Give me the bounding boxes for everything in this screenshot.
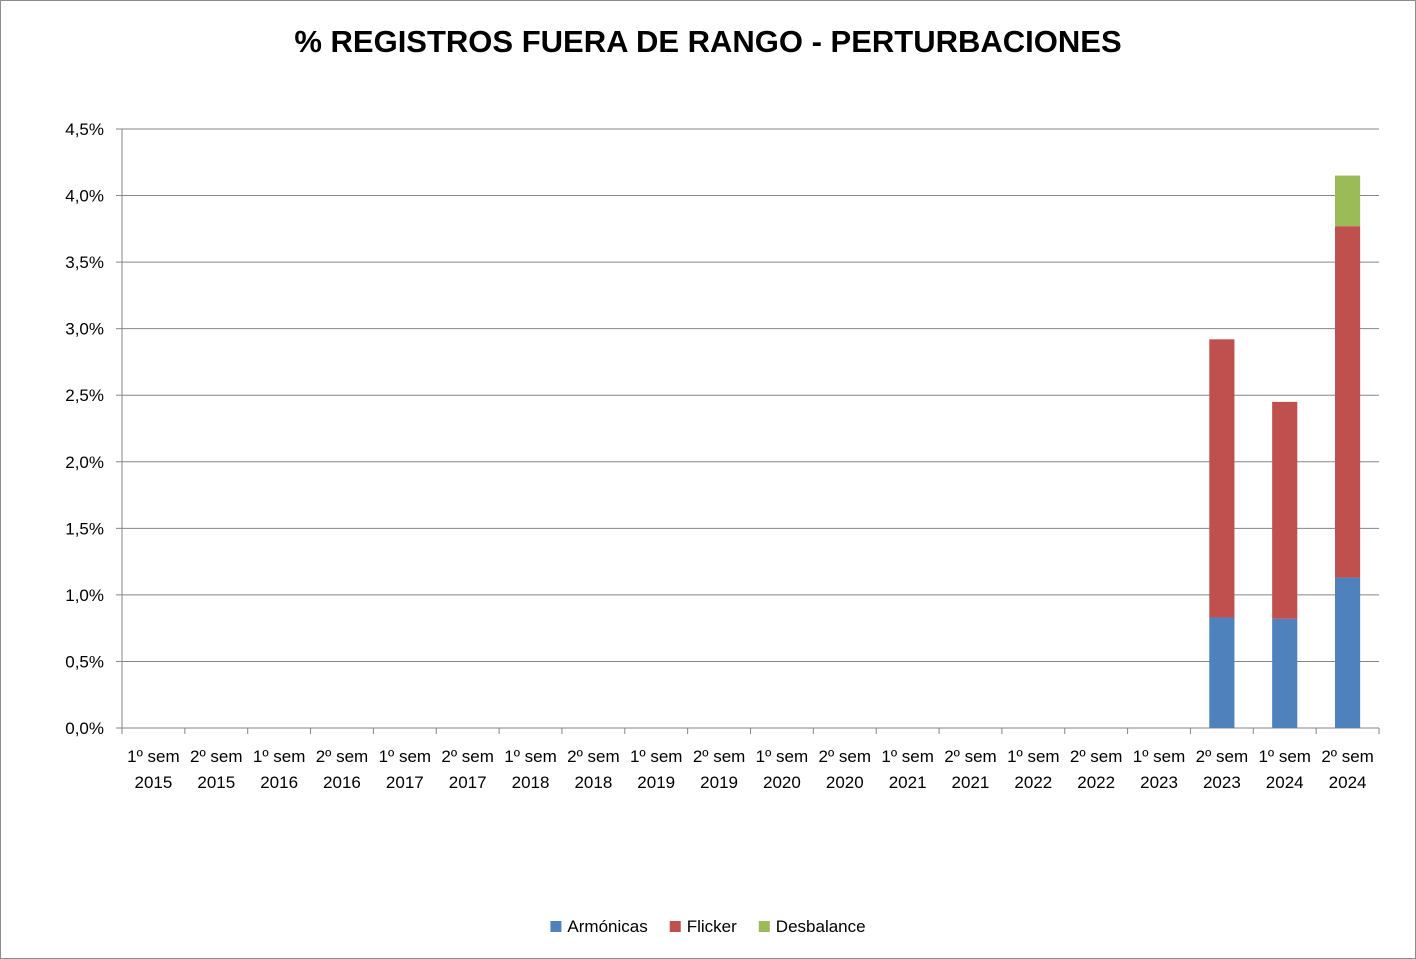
y-axis-ticks: 0,0% 0,5% 1,0% 1,5% 2,0% 2,5% 3,0% 3,5% 4,0% 4,5%: [65, 120, 104, 738]
legend-swatch: [550, 921, 562, 932]
bar-arm-nicas: [1335, 577, 1361, 728]
bar-arm-nicas: [1272, 618, 1298, 728]
x-tick-label: 1º sem: [1258, 747, 1311, 766]
y-tick-label: 0,5%: [65, 652, 104, 671]
legend-label: Flicker: [687, 917, 737, 936]
x-tick-label: 2015: [197, 773, 235, 792]
legend-label: Armónicas: [567, 917, 647, 936]
x-tick-label: 2º sem: [190, 747, 243, 766]
x-tick-label: 2º sem: [1321, 747, 1374, 766]
y-tick-label: 1,5%: [65, 519, 104, 538]
y-tick-label: 4,0%: [65, 187, 104, 206]
x-tick-label: 2024: [1329, 773, 1367, 792]
legend-label: Desbalance: [776, 917, 866, 936]
x-tick-label: 2017: [449, 773, 487, 792]
y-tick-label: 0,0%: [65, 719, 104, 738]
x-tick-label: 2023: [1203, 773, 1241, 792]
x-tick-label: 2022: [1014, 773, 1052, 792]
x-tick-label: 1º sem: [1007, 747, 1060, 766]
bar-arm-nicas: [1209, 617, 1235, 728]
x-tick-label: 2017: [386, 773, 424, 792]
x-tick-label: 1º sem: [504, 747, 557, 766]
x-tick-label: 2º sem: [1070, 747, 1123, 766]
y-tick-label: 1,0%: [65, 586, 104, 605]
x-tick-label: 2022: [1077, 773, 1115, 792]
gridlines: [122, 128, 1379, 662]
x-tick-label: 1º sem: [756, 747, 809, 766]
x-tick-label: 2019: [700, 773, 738, 792]
bar-flicker: [1272, 401, 1298, 619]
bar-desbalance: [1335, 175, 1361, 227]
x-axis-ticks: 1º sem 2015 2º sem 2015 1º sem 2016 2º sem 2016…: [127, 747, 1374, 792]
axes: [116, 128, 1380, 734]
x-tick-label: 2023: [1140, 773, 1178, 792]
y-tick-label: 4,5%: [65, 120, 104, 139]
bar-flicker: [1335, 226, 1361, 578]
x-tick-label: 1º sem: [630, 747, 683, 766]
legend-swatch: [669, 921, 681, 932]
x-tick-label: 2º sem: [316, 747, 369, 766]
legend: Armónicas Flicker Desbalance: [550, 917, 866, 936]
x-tick-label: 2024: [1266, 773, 1304, 792]
bars: [1209, 175, 1361, 728]
x-tick-label: 1º sem: [253, 747, 306, 766]
y-tick-label: 2,0%: [65, 453, 104, 472]
x-tick-label: 2015: [135, 773, 173, 792]
x-tick-label: 1º sem: [379, 747, 432, 766]
x-tick-label: 2º sem: [693, 747, 746, 766]
bar-flicker: [1209, 339, 1235, 618]
x-tick-label: 2019: [637, 773, 675, 792]
x-tick-label: 2020: [826, 773, 864, 792]
x-tick-label: 2021: [889, 773, 927, 792]
x-tick-label: 2º sem: [1196, 747, 1249, 766]
x-tick-label: 2016: [323, 773, 361, 792]
legend-swatch: [758, 921, 770, 932]
y-tick-label: 2,5%: [65, 386, 104, 405]
x-tick-label: 1º sem: [881, 747, 934, 766]
x-tick-label: 1º sem: [127, 747, 180, 766]
y-tick-label: 3,5%: [65, 253, 104, 272]
x-tick-label: 2021: [952, 773, 990, 792]
x-tick-label: 2º sem: [567, 747, 620, 766]
x-tick-label: 1º sem: [1133, 747, 1186, 766]
x-tick-label: 2020: [763, 773, 801, 792]
x-tick-label: 2018: [574, 773, 612, 792]
x-tick-label: 2º sem: [819, 747, 872, 766]
x-tick-label: 2º sem: [944, 747, 997, 766]
x-tick-label: 2016: [260, 773, 298, 792]
x-tick-label: 2018: [512, 773, 550, 792]
y-tick-label: 3,0%: [65, 320, 104, 339]
chart-title: % REGISTROS FUERA DE RANGO - PERTURBACIO…: [294, 24, 1121, 59]
x-tick-label: 2º sem: [441, 747, 494, 766]
